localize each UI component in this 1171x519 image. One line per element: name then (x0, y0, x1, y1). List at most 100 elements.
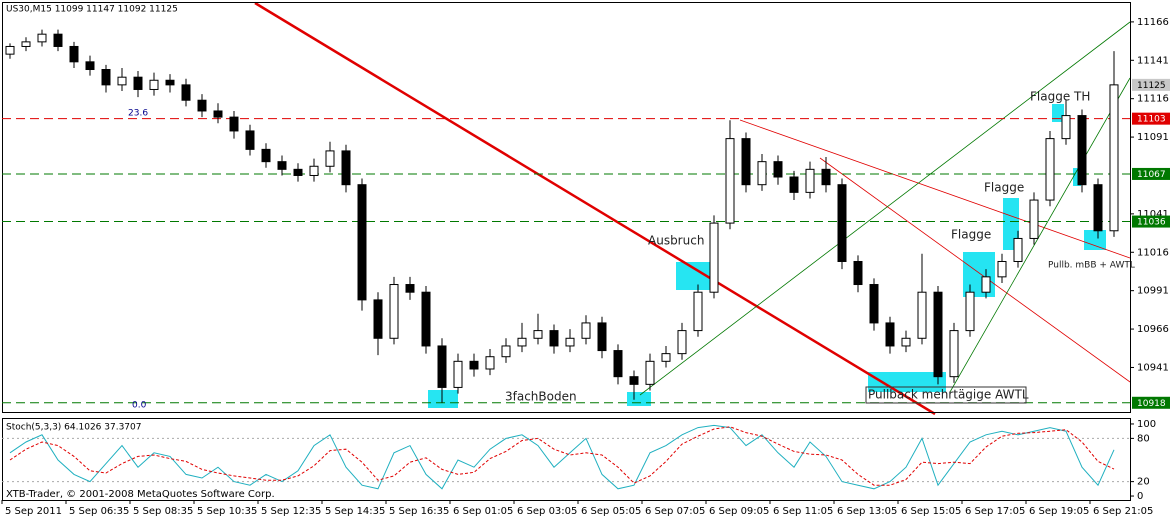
candle-body (933, 291, 943, 378)
candle-body (245, 130, 255, 150)
candle-body (757, 161, 767, 186)
y-tick-label: 11041 (1137, 209, 1169, 220)
candle-body (517, 337, 527, 347)
x-tick-label: 5 Sep 2011 (5, 506, 62, 517)
trendline (739, 119, 1131, 259)
y-tick-label: 10991 (1137, 286, 1169, 297)
y-tick-label: 100 (1137, 419, 1156, 430)
candle-body (629, 376, 639, 385)
x-tick-label: 6 Sep 15:05 (901, 506, 961, 517)
level-label: 11125 (1137, 81, 1166, 91)
candle-body (453, 360, 463, 388)
level-box (1132, 396, 1170, 409)
annotation: Flagge TH (1030, 90, 1090, 104)
candle-body (213, 110, 223, 118)
level-label: 11103 (1137, 115, 1166, 125)
candle-body (341, 150, 351, 186)
highlight (1003, 198, 1019, 250)
level: 11067 (2, 167, 1170, 180)
candle-body (133, 76, 143, 90)
level-box (1132, 215, 1170, 228)
candle-body (1045, 138, 1055, 201)
candle-body (5, 45, 15, 55)
candle-body (981, 276, 991, 293)
candle-body (613, 350, 623, 378)
candle-body (485, 356, 495, 370)
candle-body (405, 284, 415, 293)
level-label: 10918 (1137, 399, 1166, 409)
candle-body (261, 148, 271, 163)
x-tick-label: 6 Sep 19:05 (1029, 506, 1089, 517)
annotation: 23.6 (128, 109, 148, 119)
candle-body (597, 322, 607, 352)
x-tick-label: 6 Sep 03:05 (517, 506, 577, 517)
candle-body (645, 360, 655, 385)
trendline (819, 157, 1131, 383)
x-tick-label: 5 Sep 10:35 (197, 506, 257, 517)
candle-body (741, 138, 751, 186)
x-tick-label: 5 Sep 14:35 (325, 506, 385, 517)
y-tick-label: 80 (1137, 433, 1150, 444)
candle-body (1061, 115, 1071, 140)
candle-body (229, 116, 239, 132)
level-label: 11067 (1137, 170, 1166, 180)
x-tick-label: 6 Sep 17:05 (965, 506, 1025, 517)
candle-body (773, 161, 783, 178)
x-tick-label: 6 Sep 07:05 (645, 506, 705, 517)
candle-body (277, 161, 287, 170)
candle-body (549, 330, 559, 347)
level-box (1132, 78, 1170, 91)
annotation: Pullback mehrtägige AWTL (868, 388, 1029, 402)
annotation: Flagge (951, 228, 991, 242)
candle-body (869, 284, 879, 324)
frame (2, 2, 1131, 501)
candle-body (917, 291, 927, 339)
y-tick-label: 11166 (1137, 17, 1169, 28)
candle-body (501, 345, 511, 358)
candle-body (469, 360, 479, 370)
trendline (254, 1, 936, 416)
x-tick-label: 5 Sep 06:35 (69, 506, 129, 517)
level: 11036 (2, 215, 1170, 228)
candle-body (165, 79, 175, 86)
y-tick-label: 11016 (1137, 247, 1169, 258)
annotation: Pullb. mBB + AWTL (1048, 261, 1135, 271)
candle-body (1077, 115, 1087, 186)
candle-body (853, 260, 863, 286)
candle-body (565, 337, 575, 347)
annotation: 0.0 (132, 401, 147, 411)
candle-body (437, 345, 447, 388)
candle-body (101, 69, 111, 86)
level: 11125 (1132, 78, 1170, 91)
level-box (1132, 112, 1170, 125)
highlight (1052, 104, 1064, 122)
y-tick-label: 20 (1137, 477, 1150, 488)
x-tick-label: 5 Sep 08:35 (133, 506, 193, 517)
candle-body (21, 41, 31, 47)
candle-body (421, 291, 431, 347)
trendlines (254, 1, 1131, 416)
y-tick-label: 0 (1137, 491, 1143, 502)
candle-body (581, 322, 591, 339)
x-tick-label: 6 Sep 09:05 (709, 506, 769, 517)
candle-body (533, 330, 543, 339)
price-panel (2, 2, 1131, 413)
level: 11103 (2, 112, 1170, 125)
annotation-box (865, 386, 1027, 404)
candle-body (693, 291, 703, 332)
highlight (428, 390, 458, 408)
x-tick-label: 6 Sep 13:05 (837, 506, 897, 517)
trendline (949, 77, 1131, 393)
candle-body (661, 353, 671, 362)
trendline (639, 21, 1131, 396)
candle-body (117, 76, 127, 86)
y-tick-label: 11091 (1137, 132, 1169, 143)
candle-body (325, 150, 335, 167)
annotation: Flagge (984, 181, 1024, 195)
candle-body (149, 79, 159, 90)
stoch-title: Stoch(5,3,3) 64.1026 37.3707 (6, 423, 141, 433)
highlight (627, 392, 651, 406)
candle-body (37, 33, 47, 43)
candle-body (1109, 84, 1119, 232)
